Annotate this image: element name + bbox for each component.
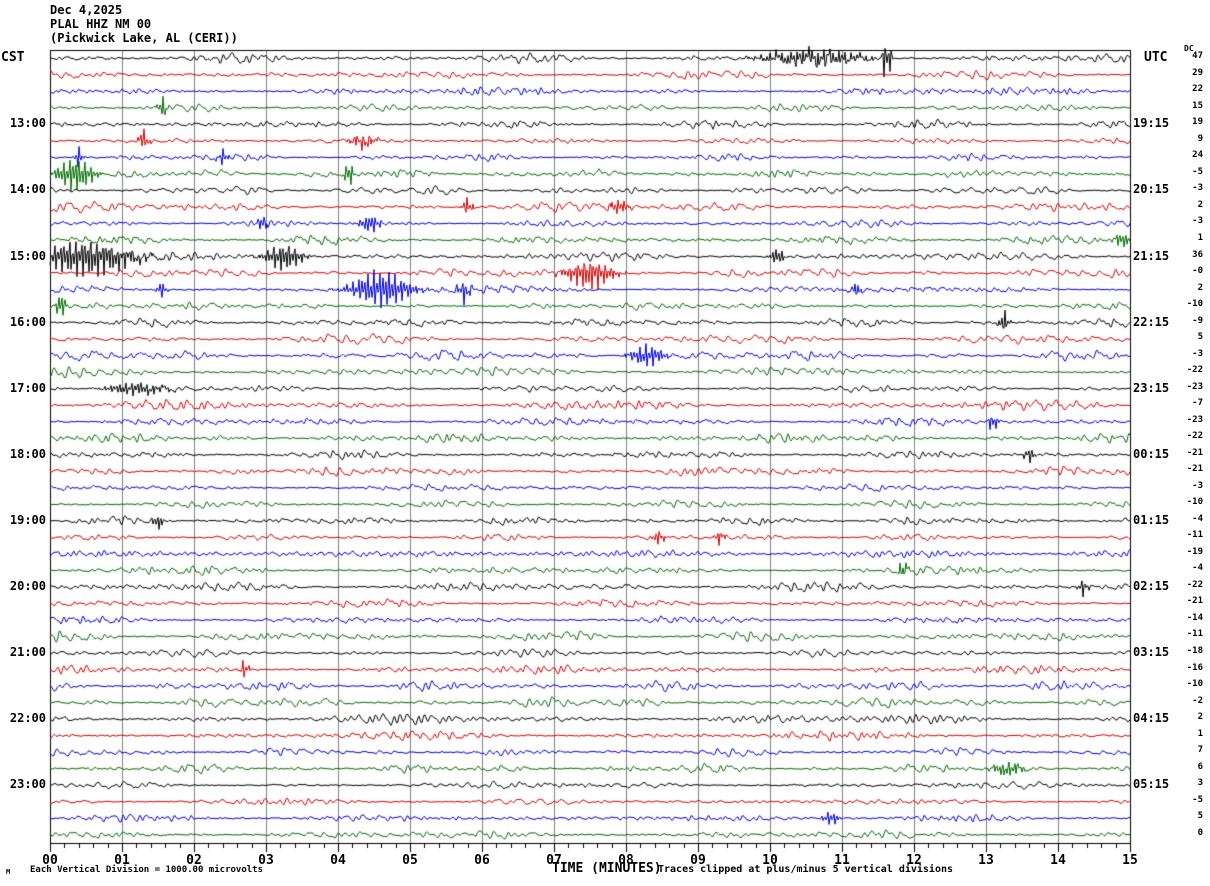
dc-offset-value: 24 [1192, 150, 1203, 161]
cst-hour-label: 14:00 [9, 182, 46, 197]
right-timezone-label: UTC [1144, 50, 1168, 65]
vertical-scale-note: Each Vertical Division = 1000.00 microvo… [30, 865, 263, 875]
utc-hour-label: 00:15 [1133, 446, 1170, 461]
minute-tick-label: 15 [1122, 853, 1138, 868]
dc-offset-value: -19 [1186, 546, 1203, 557]
cst-hour-label: 19:00 [9, 512, 46, 527]
dc-offset-value: 6 [1197, 761, 1203, 772]
dc-offset-value: 5 [1197, 811, 1203, 822]
left-timezone-label: CST [1, 50, 25, 65]
dc-offset-value: -10 [1186, 497, 1203, 508]
dc-offset-value: -22 [1186, 579, 1203, 590]
dc-column-header: DC [1184, 44, 1194, 53]
minute-tick-label: 11 [834, 853, 850, 868]
utc-hour-label: 19:15 [1133, 116, 1170, 131]
clipping-note: Traces clipped at plus/minus 5 vertical … [658, 864, 954, 875]
dc-offset-value: 2 [1197, 282, 1203, 293]
header-date: Dec 4,2025 [50, 3, 123, 17]
minute-tick-label: 02 [186, 853, 202, 868]
minute-tick-label: 05 [402, 853, 418, 868]
dc-offset-value: 15 [1192, 100, 1203, 111]
dc-offset-value: -21 [1186, 464, 1203, 475]
minute-tick-label: 08 [618, 853, 634, 868]
dc-offset-value: 1 [1197, 232, 1203, 243]
dc-offset-value: -22 [1186, 365, 1203, 376]
cst-hour-label: 16:00 [9, 314, 46, 329]
minute-tick-label: 09 [690, 853, 706, 868]
minute-tick-label: 01 [114, 853, 130, 868]
dc-offset-value: 2 [1197, 199, 1203, 210]
dc-offset-value: -23 [1186, 414, 1203, 425]
minute-tick-label: 10 [762, 853, 778, 868]
dc-offset-value: 3 [1197, 778, 1203, 789]
utc-hour-label: 21:15 [1133, 248, 1170, 263]
minute-tick-label: 12 [906, 853, 922, 868]
dc-offset-value: -3 [1192, 348, 1203, 359]
dc-offset-value: 47 [1192, 51, 1203, 62]
dc-offset-value: 22 [1192, 84, 1203, 95]
dc-offset-value: 2 [1197, 712, 1203, 723]
dc-offset-value: 29 [1192, 67, 1203, 78]
cst-hour-label: 15:00 [9, 248, 46, 263]
dc-offset-value: -4 [1192, 563, 1203, 574]
minute-tick-label: 00 [42, 853, 58, 868]
cst-hour-label: 18:00 [9, 446, 46, 461]
minute-tick-label: 14 [1050, 853, 1066, 868]
dc-offset-value: -5 [1192, 166, 1203, 177]
utc-hour-label: 02:15 [1133, 578, 1170, 593]
dc-offset-value: -11 [1186, 629, 1203, 640]
dc-offset-value: 36 [1192, 249, 1203, 260]
dc-offset-value: -11 [1186, 530, 1203, 541]
cst-hour-label: 22:00 [9, 711, 46, 726]
dc-offset-value: -10 [1186, 679, 1203, 690]
cst-hour-label: 21:00 [9, 645, 46, 659]
cst-hour-label: 20:00 [9, 578, 46, 593]
dc-offset-value: 1 [1197, 728, 1203, 739]
minute-tick-label: 03 [258, 853, 274, 868]
dc-offset-value: -21 [1186, 447, 1203, 458]
cst-hour-label: 13:00 [9, 116, 46, 131]
dc-offset-value: -2 [1192, 695, 1203, 706]
header-station-location: (Pickwick Lake, AL (CERI)) [50, 31, 238, 45]
dc-offset-value: -23 [1186, 381, 1203, 392]
dc-offset-value: -14 [1186, 612, 1203, 623]
dc-offset-value: -3 [1192, 183, 1203, 194]
dc-offset-value: -0 [1192, 266, 1203, 277]
utc-hour-label: 04:15 [1133, 711, 1170, 726]
plotter-signature: M [6, 868, 11, 876]
minute-tick-label: 04 [330, 853, 346, 868]
dc-offset-value: -16 [1186, 662, 1203, 673]
minute-tick-label: 07 [546, 853, 562, 868]
dc-offset-value: -9 [1192, 315, 1203, 326]
header-station-code: PLAL HHZ NM 00 [50, 17, 152, 31]
dc-offset-value: -22 [1186, 431, 1203, 442]
utc-hour-label: 01:15 [1133, 512, 1170, 527]
dc-offset-value: -5 [1192, 794, 1203, 805]
time-axis-label: TIME (MINUTES) [552, 861, 662, 876]
dc-offset-value: 5 [1197, 332, 1203, 343]
utc-hour-label: 23:15 [1133, 380, 1170, 395]
dc-offset-value: -10 [1186, 299, 1203, 310]
dc-offset-value: 0 [1197, 827, 1203, 838]
cst-hour-label: 17:00 [9, 380, 46, 395]
dc-offset-value: -3 [1192, 480, 1203, 491]
minute-tick-label: 13 [978, 853, 994, 868]
minute-tick-label: 06 [474, 853, 490, 868]
dc-offset-value: -4 [1192, 513, 1203, 524]
dc-offset-value: 7 [1197, 745, 1203, 756]
dc-offset-value: 9 [1197, 133, 1203, 144]
dc-offset-value: -7 [1192, 398, 1203, 409]
utc-hour-label: 03:15 [1133, 645, 1170, 659]
dc-offset-value: -21 [1186, 596, 1203, 607]
utc-hour-label: 05:15 [1133, 777, 1170, 792]
cst-hour-label: 23:00 [9, 777, 46, 792]
dc-offset-value: 19 [1192, 117, 1203, 128]
dc-offset-value: -18 [1186, 646, 1203, 656]
dc-offset-value: -3 [1192, 216, 1203, 227]
utc-hour-label: 20:15 [1133, 182, 1170, 197]
utc-hour-label: 22:15 [1133, 314, 1170, 329]
